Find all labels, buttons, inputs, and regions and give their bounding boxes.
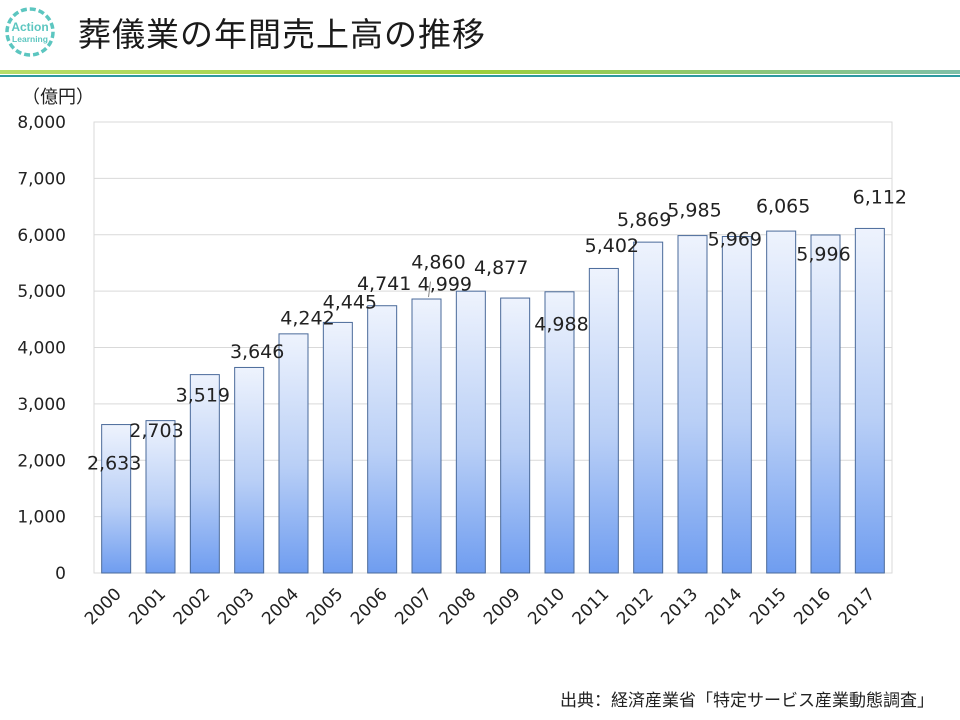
data-label: 3,646 <box>230 341 284 363</box>
bar-2009 <box>500 297 531 574</box>
x-tick-label: 2000 <box>81 584 126 629</box>
y-tick-label: 7,000 <box>17 169 66 189</box>
bar-2013 <box>677 235 708 574</box>
action-learning-logo: Action Learning <box>5 7 55 57</box>
bar-2004 <box>278 333 309 574</box>
data-label: 2,633 <box>87 453 141 475</box>
x-tick-label: 2017 <box>835 584 880 629</box>
x-tick-label: 2006 <box>347 584 392 629</box>
y-tick-label: 6,000 <box>17 226 66 246</box>
data-label: 3,519 <box>176 385 230 407</box>
x-tick-label: 2016 <box>790 584 835 629</box>
y-tick-label: 0 <box>55 564 66 584</box>
y-tick-label: 3,000 <box>17 395 66 415</box>
x-tick-label: 2008 <box>436 584 481 629</box>
bar-2010 <box>544 291 575 574</box>
bar-2015 <box>766 230 797 574</box>
page-title: 葬儀業の年間売上高の推移 <box>78 15 486 54</box>
data-label: 4,988 <box>534 314 588 336</box>
x-tick-label: 2007 <box>391 584 436 629</box>
data-label: 4,741 <box>357 273 411 295</box>
bar-2017 <box>854 227 885 574</box>
y-tick-label: 4,000 <box>17 339 66 359</box>
x-tick-label: 2015 <box>746 584 791 629</box>
logo-ring <box>5 7 55 57</box>
x-tick-label: 2012 <box>613 584 658 629</box>
bar-2007 <box>411 298 442 574</box>
data-label: 5,985 <box>667 199 721 221</box>
data-label: 5,996 <box>796 243 850 265</box>
bar-2014 <box>721 235 752 574</box>
data-label: 4,445 <box>323 291 377 313</box>
bar-2012 <box>633 241 664 574</box>
y-axis: 0 1,000 2,000 3,000 4,000 5,000 6,000 7,000 8,00… <box>17 113 66 584</box>
data-label: 5,402 <box>585 235 639 257</box>
bar-2005 <box>322 321 353 574</box>
bar-2011 <box>588 267 619 574</box>
bar-2001 <box>145 420 176 574</box>
bar-2003 <box>234 366 265 574</box>
data-label: 6,112 <box>853 187 907 209</box>
x-tick-label: 2003 <box>214 584 259 629</box>
data-label: 4,860 <box>411 252 465 274</box>
data-label: 5,969 <box>708 229 762 251</box>
logo-text-action: Action <box>11 20 48 34</box>
x-tick-label: 2002 <box>170 584 215 629</box>
bar-2016 <box>810 234 841 574</box>
x-tick-label: 2001 <box>125 584 170 629</box>
x-tick-label: 2010 <box>524 584 569 629</box>
logo-text-learning: Learning <box>12 34 48 44</box>
x-tick-label: 2011 <box>569 584 614 629</box>
x-tick-label: 2014 <box>702 584 747 629</box>
header: Action Learning 葬儀業の年間売上高の推移 <box>0 0 960 82</box>
data-label: 2,703 <box>129 420 183 442</box>
y-axis-unit-label: （億円） <box>22 87 94 108</box>
y-tick-label: 5,000 <box>17 282 66 302</box>
x-tick-label: 2005 <box>303 584 348 629</box>
data-label: 4,999 <box>418 274 472 296</box>
data-label: 5,869 <box>617 209 671 231</box>
data-label: 4,242 <box>280 307 334 329</box>
x-axis: 2000 2001 2002 2003 2004 2005 2006 2007 2008 2009… <box>81 584 879 629</box>
bars <box>101 227 885 574</box>
source-citation: 出典：経済産業省「特定サービス産業動態調査」 <box>560 691 934 711</box>
x-tick-label: 2009 <box>480 584 525 629</box>
x-tick-label: 2004 <box>258 584 303 629</box>
bar-2008 <box>455 290 486 574</box>
bar-2000 <box>101 424 132 574</box>
y-tick-label: 1,000 <box>17 508 66 528</box>
data-label: 4,877 <box>474 257 528 279</box>
y-tick-label: 2,000 <box>17 451 66 471</box>
bar-2002 <box>189 374 220 574</box>
bar-2006 <box>367 305 398 574</box>
data-label: 6,065 <box>756 195 810 217</box>
leader-lines <box>428 281 431 298</box>
grid-lines <box>94 177 892 518</box>
revenue-bar-chart: （億円） 0 1,000 2,000 3,000 4,000 5,000 6,000 7,00… <box>17 87 907 629</box>
title-underline <box>0 70 960 77</box>
y-tick-label: 8,000 <box>17 113 66 133</box>
x-tick-label: 2013 <box>657 584 702 629</box>
leader-line <box>428 281 431 298</box>
